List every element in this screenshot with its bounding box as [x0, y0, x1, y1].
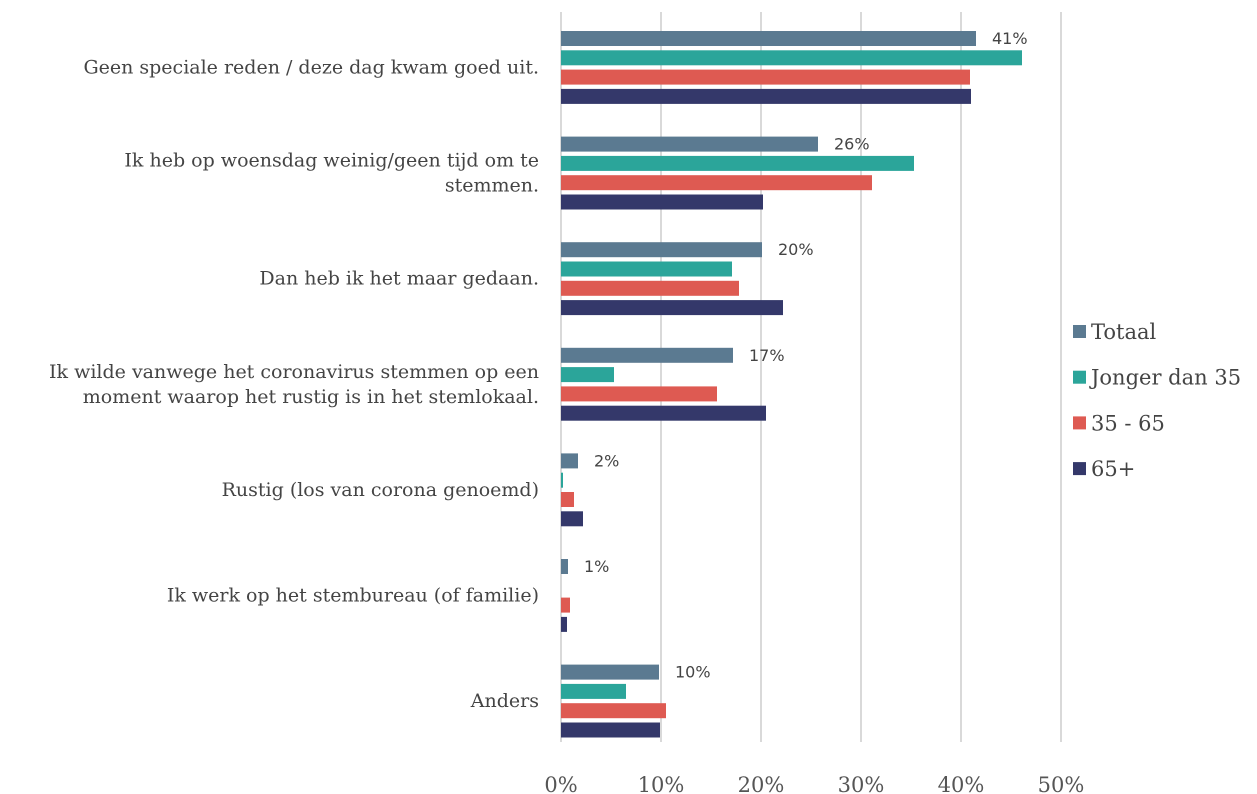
bars [561, 31, 1022, 738]
data-label: 20% [778, 240, 814, 259]
bar [561, 511, 583, 527]
bar [561, 69, 970, 85]
bar [561, 453, 578, 469]
bar [561, 50, 1022, 66]
bar [561, 472, 563, 488]
bar [561, 664, 659, 680]
category-label: Rustig (los van corona genoemd) [222, 479, 539, 501]
bar [561, 367, 614, 383]
bar [561, 242, 762, 258]
bar [561, 492, 574, 507]
category-label: stemmen. [445, 175, 539, 197]
bar [561, 405, 766, 421]
x-tick-label: 20% [738, 773, 785, 794]
gridlines [560, 12, 1062, 742]
category-label: Geen speciale reden / deze dag kwam goed… [83, 56, 539, 78]
category-label: Dan heb ik het maar gedaan. [259, 268, 539, 290]
bar [561, 347, 733, 363]
bar [561, 175, 872, 191]
data-label: 2% [594, 451, 619, 470]
bar [561, 261, 732, 277]
data-label: 26% [834, 135, 870, 154]
legend-label: Totaal [1091, 320, 1156, 344]
legend-swatch [1073, 462, 1086, 476]
category-label: moment waarop het rustig is in het steml… [83, 386, 539, 408]
category-label: Ik werk op het stembureau (of familie) [167, 584, 539, 606]
category-labels: Geen speciale reden / deze dag kwam goed… [49, 56, 539, 712]
x-tick-label: 0% [544, 773, 577, 794]
data-labels: 41% 26% 20% 17% 2% 1% 10% [584, 29, 1028, 682]
bar [561, 616, 567, 632]
legend-label: Jonger dan 35 [1089, 366, 1241, 390]
x-tick-labels: 0% 10% 20% 30% 40% 50% [544, 773, 1084, 794]
x-tick-label: 30% [838, 773, 885, 794]
data-label: 10% [675, 663, 711, 682]
bar [561, 300, 783, 316]
bar [561, 136, 818, 152]
legend-swatch [1073, 325, 1086, 338]
bar [561, 280, 739, 296]
category-label: Ik wilde vanwege het coronavirus stemmen… [49, 361, 539, 383]
legend: Totaal Jonger dan 35 35 - 65 65+ [1073, 320, 1241, 481]
bar [561, 597, 570, 613]
x-tick-label: 40% [938, 773, 985, 794]
data-label: 17% [749, 346, 785, 365]
bar [561, 194, 763, 210]
bar [561, 703, 666, 719]
bar [561, 31, 976, 46]
x-tick-label: 10% [638, 773, 685, 794]
legend-label: 65+ [1091, 457, 1135, 481]
data-label: 41% [992, 29, 1028, 48]
legend-swatch [1073, 370, 1086, 384]
bar [561, 722, 660, 738]
bar [561, 88, 971, 104]
bar [561, 386, 717, 402]
bar [561, 155, 914, 171]
category-label: Anders [470, 690, 539, 712]
category-label: Ik heb op woensdag weinig/geen tijd om t… [124, 150, 539, 172]
bar [561, 559, 568, 574]
legend-label: 35 - 65 [1091, 411, 1165, 435]
bar [561, 683, 626, 699]
x-tick-label: 50% [1038, 773, 1085, 794]
legend-swatch [1073, 416, 1086, 430]
data-label: 1% [584, 557, 609, 576]
